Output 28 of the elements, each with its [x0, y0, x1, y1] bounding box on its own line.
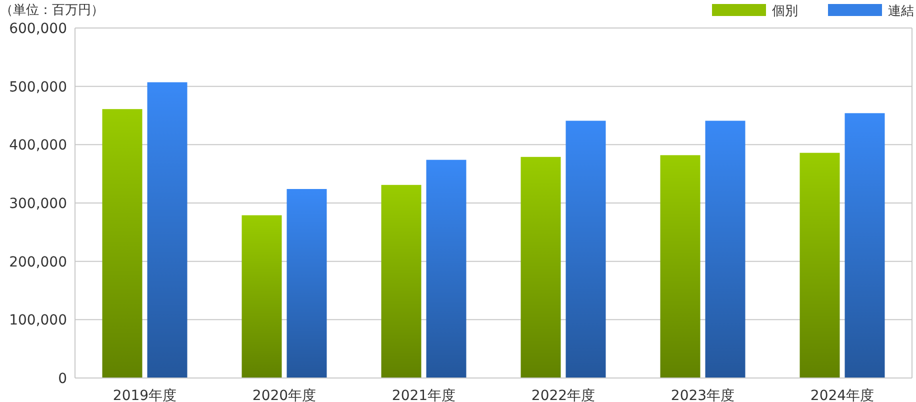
y-tick-label: 200,000 [9, 254, 67, 270]
bar [102, 109, 142, 378]
bar [426, 160, 466, 378]
x-tick-label: 2023年度 [670, 388, 735, 402]
bar [381, 184, 422, 378]
bar [520, 156, 561, 378]
legend-label: 個別 [772, 4, 798, 19]
bar [705, 120, 746, 378]
y-tick-label: 400,000 [9, 138, 67, 154]
bar [147, 82, 188, 378]
bar [242, 215, 282, 378]
x-tick-label: 2021年度 [392, 388, 456, 402]
y-tick-label: 0 [58, 371, 67, 387]
legend-label: 連結 [888, 4, 914, 19]
y-tick-label: 100,000 [9, 312, 67, 329]
y-tick-label: 500,000 [9, 79, 67, 96]
x-tick-label: 2020年度 [252, 388, 316, 402]
bar [660, 155, 700, 378]
bar [844, 113, 885, 378]
y-tick-label: 300,000 [9, 196, 67, 212]
x-tick-label: 2024年度 [810, 388, 874, 402]
bar [566, 120, 606, 378]
bar [286, 189, 327, 378]
y-tick-label: 600,000 [9, 21, 67, 37]
text: （単位：百万円） [0, 3, 104, 18]
x-tick-label: 2022年度 [531, 388, 596, 402]
x-tick-label: 2019年度 [112, 388, 177, 402]
bar [800, 152, 840, 378]
